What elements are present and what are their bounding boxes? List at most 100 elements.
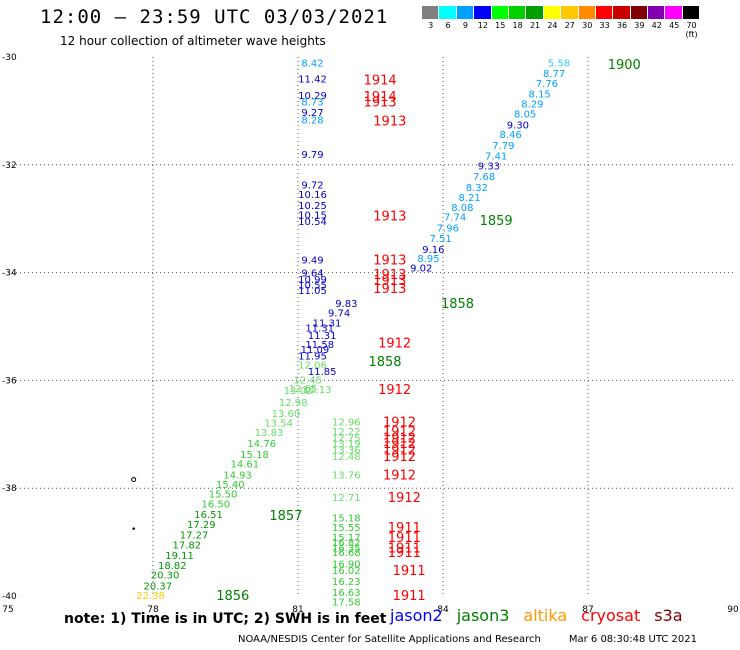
pass-time-label: 1912 xyxy=(383,425,416,440)
wave-height-point: 12.96 xyxy=(332,417,361,428)
wave-height-point: 16.90 xyxy=(332,560,361,571)
wave-height-point: 20.30 xyxy=(151,571,180,582)
wave-height-point: 8.28 xyxy=(301,116,323,127)
scale-label: 70 (ft) xyxy=(685,21,698,39)
scale-swatch xyxy=(508,6,527,19)
y-tick-label: -38 xyxy=(2,484,17,494)
wave-height-point: 9.02 xyxy=(410,263,432,274)
wave-height-point: 17.82 xyxy=(173,540,202,551)
wave-height-point: 11.31 xyxy=(313,318,342,329)
scale-label: 18 xyxy=(512,21,523,30)
wave-height-point: 8.08 xyxy=(451,203,473,214)
wave-height-point: 11.05 xyxy=(298,286,327,297)
wave-height-point: 10.54 xyxy=(298,217,327,228)
scale-swatch xyxy=(543,6,562,19)
wave-height-point: 22.38 xyxy=(136,591,165,602)
wave-height-point: 8.29 xyxy=(521,99,543,110)
wave-height-point: 7.74 xyxy=(444,213,466,224)
wave-height-point: 9.79 xyxy=(301,150,323,161)
pass-time-label: 1912 xyxy=(388,491,421,506)
satellite-legend-item: altika xyxy=(523,606,568,625)
scale-cell: 45 xyxy=(665,6,683,39)
wave-height-point: 9.49 xyxy=(301,256,323,267)
scale-swatch xyxy=(648,6,666,19)
wave-height-point: 12.65 xyxy=(289,384,318,395)
pass-time-label: 1912 xyxy=(378,337,411,352)
marker-circle xyxy=(131,477,137,483)
scale-label: 12 xyxy=(477,21,488,30)
wave-height-point: 10.99 xyxy=(298,275,327,286)
scale-cell: 9 xyxy=(456,6,475,39)
wave-height-point: 9.83 xyxy=(335,299,357,310)
page-subtitle: 12 hour collection of altimeter wave hei… xyxy=(60,34,326,48)
y-tick-label: -40 xyxy=(2,592,17,602)
pass-time-label: 1912 xyxy=(383,443,416,458)
wave-height-point: 13.54 xyxy=(264,419,293,430)
pass-time-label: 1858 xyxy=(441,297,474,312)
scale-label: 15 xyxy=(495,21,506,30)
wave-height-point: 8.42 xyxy=(301,58,323,69)
wave-height-point: 13.36 xyxy=(332,445,361,456)
wave-height-point: 13.19 xyxy=(332,439,361,450)
wave-height-point: 15.18 xyxy=(240,450,269,461)
wave-height-point: 9.27 xyxy=(301,108,323,119)
scale-cell: 42 xyxy=(648,6,666,39)
scale-swatch xyxy=(456,6,475,19)
wave-height-point: 16.68 xyxy=(332,548,361,559)
pass-time-label: 1856 xyxy=(216,589,249,604)
wave-height-point: 11.58 xyxy=(305,340,334,351)
scale-cell: 18 xyxy=(508,6,527,39)
scale-label: 39 xyxy=(634,21,645,30)
wave-height-point: 10.16 xyxy=(298,190,327,201)
wave-height-point: 7.96 xyxy=(437,223,459,234)
credit-timestamp: Mar 6 08:30:48 UTC 2021 xyxy=(568,634,697,645)
scale-cell: 15 xyxy=(491,6,509,39)
scale-swatch xyxy=(561,6,579,19)
scale-swatch xyxy=(491,6,509,19)
pass-time-label: 1913 xyxy=(373,210,406,225)
scale-label: 24 xyxy=(547,21,558,30)
pass-time-label: 1913 xyxy=(373,282,406,297)
scale-cell: 39 xyxy=(630,6,649,39)
wave-height-point: 8.05 xyxy=(514,110,536,121)
scale-label: 45 xyxy=(669,21,680,30)
wave-height-point: 11.95 xyxy=(298,352,327,363)
pass-time-label: 1912 xyxy=(383,415,416,430)
x-tick-label: 90 xyxy=(727,605,739,615)
wave-height-point: 17.58 xyxy=(332,597,361,608)
wave-height-point: 11.31 xyxy=(305,324,334,335)
scale-swatch xyxy=(578,6,596,19)
wave-height-point: 11.42 xyxy=(298,75,327,86)
credit-line: NOAA/NESDIS Center for Satellite Applica… xyxy=(238,634,725,645)
wave-height-point: 13.60 xyxy=(272,409,301,420)
scale-cell: 30 xyxy=(578,6,596,39)
wave-height-point: 9.30 xyxy=(507,120,529,131)
wave-height-point: 8.95 xyxy=(417,254,439,265)
y-tick-label: -34 xyxy=(2,269,17,279)
scale-swatch xyxy=(422,6,440,19)
pass-time-label: 1911 xyxy=(388,542,421,557)
scale-swatch xyxy=(474,6,492,19)
x-tick-label: 81 xyxy=(292,605,303,615)
scale-swatch xyxy=(526,6,544,19)
scale-swatch xyxy=(682,6,701,19)
wave-height-point: 12.71 xyxy=(332,493,361,504)
satellite-legend-item: jason2 xyxy=(390,606,443,625)
wave-height-point: 17.29 xyxy=(187,520,216,531)
pass-time-label: 1913 xyxy=(373,274,406,289)
wave-height-point: 13.02 xyxy=(284,386,313,397)
y-tick-label: -36 xyxy=(2,376,17,386)
wave-height-point: 13.76 xyxy=(332,470,361,481)
scale-label: 42 xyxy=(651,21,662,30)
wave-height-point: 12.45 xyxy=(293,375,322,386)
wave-height-point: 16.82 xyxy=(332,538,361,549)
wave-height-point: 12.22 xyxy=(332,427,361,438)
y-tick-label: -30 xyxy=(2,53,17,63)
wave-height-point: 11.85 xyxy=(308,367,337,378)
scale-cell: 70 (ft) xyxy=(682,6,701,39)
note-text: note: 1) Time is in UTC; 2) SWH is in fe… xyxy=(64,611,387,627)
pass-time-label: 1912 xyxy=(378,383,411,398)
pass-time-label: 1913 xyxy=(373,115,406,130)
pass-time-label: 1911 xyxy=(393,589,426,604)
